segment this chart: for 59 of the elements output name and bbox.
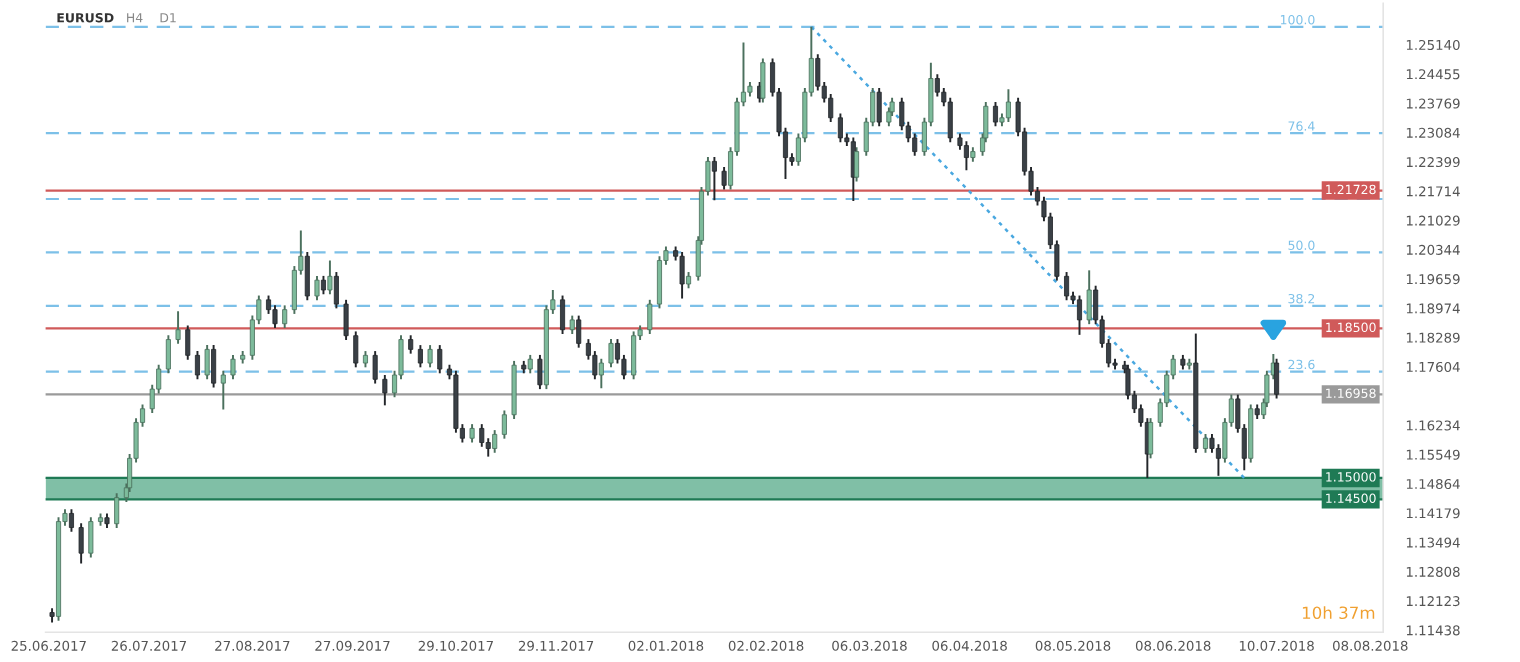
candlestick [211, 344, 217, 389]
candlestick [934, 73, 940, 98]
candlestick [204, 344, 210, 381]
candlestick [963, 140, 969, 172]
candlestick [417, 344, 423, 369]
candlestick [854, 146, 860, 183]
candlestick [501, 409, 507, 440]
candlestick [760, 57, 766, 104]
candlestick [68, 508, 74, 533]
candlestick [647, 298, 653, 335]
candlestick [886, 106, 892, 128]
candlestick [569, 314, 575, 335]
candlestick [408, 334, 414, 355]
candlestick [560, 294, 566, 335]
candlestick [721, 165, 727, 191]
candlestick [185, 324, 191, 361]
candlestick [1064, 271, 1070, 302]
candlestick [320, 274, 326, 296]
candlestick [78, 522, 84, 565]
candlestick [992, 101, 999, 128]
candlestick [372, 350, 378, 385]
candlestick [947, 96, 953, 144]
candlestick [1202, 433, 1209, 454]
candlestick [88, 516, 94, 559]
candlestick [631, 330, 637, 381]
candlestick [327, 259, 333, 296]
candlestick [427, 344, 433, 369]
candlestick [333, 271, 339, 310]
candlestick [175, 310, 181, 345]
candlestick [194, 350, 200, 381]
candlestick [492, 429, 498, 454]
candlestick [165, 334, 171, 375]
candlestick [437, 344, 443, 375]
candlestick [272, 304, 278, 329]
candlestick [304, 250, 310, 302]
candlestick [1005, 88, 1011, 124]
candlestick [608, 338, 614, 369]
candlestick [1086, 269, 1092, 326]
candlestick [679, 250, 685, 300]
candlestick [220, 369, 226, 411]
candlestick [382, 374, 388, 407]
annotation: 10h 37m [1302, 606, 1375, 620]
candlestick [837, 112, 843, 144]
candlestick [353, 330, 359, 369]
candlestick [711, 156, 717, 202]
candlestick [230, 353, 236, 381]
candlestick [314, 274, 320, 302]
candlestick [343, 298, 349, 341]
candlestick [889, 96, 895, 118]
candlestick [1076, 294, 1083, 336]
candlestick [527, 353, 533, 375]
candlestick [598, 357, 604, 390]
candlestick [876, 86, 882, 128]
candlestick [576, 314, 582, 349]
candlestick [282, 304, 288, 329]
candlestick [1274, 357, 1280, 400]
candlestick [1148, 417, 1154, 460]
candlestick [469, 423, 475, 444]
candlestick [537, 353, 543, 391]
